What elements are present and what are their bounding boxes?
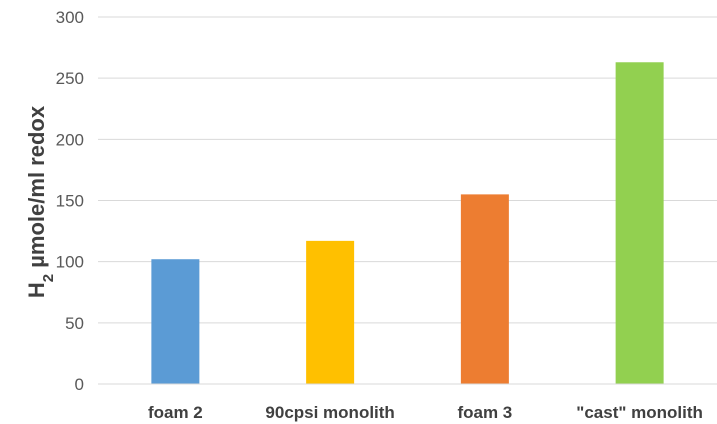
- y-tick-label: 250: [56, 69, 84, 88]
- y-axis-title-main: H: [24, 282, 49, 298]
- y-axis-tick-labels: 0 50 100 150 200 250 300: [56, 8, 84, 394]
- y-axis-title-rest: µmole/ml redox: [24, 105, 49, 274]
- y-tick-label: 200: [56, 130, 84, 149]
- y-axis-title-subscript: 2: [40, 274, 57, 282]
- gridlines: [98, 16, 717, 324]
- y-tick-label: 50: [65, 314, 84, 333]
- bar: [615, 62, 664, 384]
- x-axis-category-labels: foam 2 90cpsi monolith foam 3 "cast" monoli…: [148, 403, 703, 422]
- x-category-label: "cast" monolith: [576, 403, 703, 422]
- y-tick-label: 100: [56, 253, 84, 272]
- bar: [306, 240, 355, 384]
- x-category-label: foam 2: [148, 403, 203, 422]
- y-axis-title: H2 µmole/ml redox: [24, 105, 57, 298]
- bar: [460, 194, 509, 384]
- y-tick-label: 150: [56, 192, 84, 211]
- bars: [151, 62, 664, 384]
- y-tick-label: 0: [75, 375, 84, 394]
- y-tick-label: 300: [56, 8, 84, 27]
- x-category-label: 90cpsi monolith: [265, 403, 394, 422]
- bar: [151, 259, 200, 384]
- x-category-label: foam 3: [457, 403, 512, 422]
